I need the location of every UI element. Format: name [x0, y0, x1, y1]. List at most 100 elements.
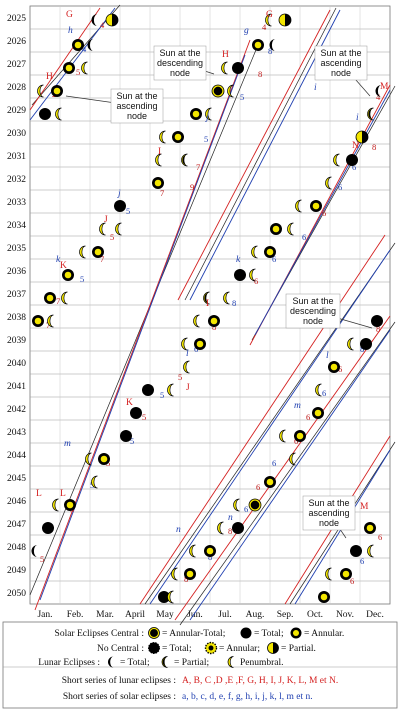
- event-number: 5: [110, 232, 114, 242]
- solar-series-letter: h: [68, 26, 73, 36]
- annular-eclipse-symbol-ring: [66, 501, 74, 509]
- legend: Solar Eclipses Central : = Annular-Total;…: [38, 627, 344, 702]
- annular-eclipse-symbol-ring: [254, 41, 262, 49]
- lunar-total-symbol: [269, 39, 276, 51]
- month-label: May: [156, 610, 174, 620]
- lunar-penumbral-symbol: [289, 452, 296, 466]
- event-number: 5: [130, 436, 134, 446]
- annular-eclipse-symbol-ring: [74, 41, 82, 49]
- lunar-penumbral-symbol: [55, 107, 62, 121]
- year-labels: 2025 2026 2027 2028 2029 2030 2031 2032 2033 2034…: [7, 14, 26, 599]
- solar-series-letter: m: [294, 401, 301, 411]
- lunar-series-letter: I: [206, 299, 209, 309]
- solar-series-letter: n: [176, 525, 181, 535]
- callout-text: Sun at the: [116, 91, 157, 101]
- legend-text: No Central :: [97, 644, 144, 654]
- solar-series-letter: l: [326, 351, 329, 361]
- lunar-total-symbol: [31, 545, 38, 557]
- lunar-series-letter: K: [60, 261, 67, 271]
- annular-eclipse-symbol-ring: [94, 248, 102, 256]
- lunar-penumbral-symbol: [159, 130, 166, 144]
- lunar-penumbral-symbol: [251, 245, 258, 259]
- month-label: Feb.: [67, 610, 84, 620]
- event-number: 6: [352, 162, 356, 172]
- month-label: Jun.: [187, 610, 203, 620]
- lunar-penumbral-symbol: [167, 383, 174, 397]
- legend-text: a, b, c, d, e, f, g, h, i, j, k, l, m et…: [182, 691, 313, 702]
- annular-eclipse-symbol-ring: [312, 202, 320, 210]
- callout-text: descending: [157, 58, 203, 68]
- lunar-series-line: [139, 234, 386, 605]
- event-number: 4: [376, 92, 381, 102]
- lunar-partial-symbol-shade: [182, 155, 185, 165]
- event-number: 8: [228, 526, 232, 536]
- total-eclipse-symbol: [232, 62, 244, 74]
- year-label: 2029: [7, 106, 26, 116]
- lunar-series-letter: L: [60, 489, 66, 499]
- lunar-partial-symbol: [367, 107, 374, 121]
- legend-text: = Total;: [162, 644, 192, 654]
- event-number: 5: [80, 274, 84, 284]
- event-number: 6: [244, 504, 248, 514]
- month-label: Oct.: [307, 610, 323, 620]
- annular-total-eclipse-symbol-core: [250, 500, 260, 510]
- annular-eclipse-symbol-ring: [46, 294, 54, 302]
- annular-eclipse-symbol-ring: [154, 179, 162, 187]
- callout-box: [153, 45, 207, 81]
- lunar-penumbral-symbol: [167, 590, 174, 604]
- series-labels: G H G H I J K L M N I J K L Mh g i j k l m n i j k l m n: [36, 10, 389, 535]
- legend-text: Short series of lunar eclipses :: [62, 675, 176, 686]
- annular-eclipse-symbol-ring: [186, 570, 194, 578]
- event-number: 8: [212, 322, 216, 332]
- lunar-penumbral-symbol: [295, 199, 302, 213]
- lunar-partial-symbol: [181, 153, 188, 167]
- partial-eclipse-symbol-half: [362, 131, 368, 143]
- event-number: 8: [184, 574, 188, 584]
- lunar-series-letter: L: [36, 489, 42, 499]
- event-number: 6: [322, 388, 326, 398]
- month-label: Mar.: [96, 610, 114, 620]
- event-number: 4: [262, 22, 267, 32]
- callout-text: node: [303, 316, 323, 326]
- lunar-penumbral-symbol: [221, 61, 228, 75]
- annular-eclipse-symbol-ring: [34, 317, 42, 325]
- node-line: [179, 321, 396, 626]
- callout-text: node: [331, 68, 351, 78]
- solar-series-letter: n: [228, 513, 233, 523]
- year-label: 2026: [7, 37, 26, 47]
- event-number: 4: [82, 44, 87, 54]
- noncentral-total-symbol: [148, 642, 160, 654]
- lunar-penumbral-symbol: [91, 475, 98, 489]
- lunar-penumbral-symbol: [81, 61, 88, 75]
- lunar-penumbral-symbol: [181, 337, 188, 351]
- lunar-series-line: [34, 39, 251, 611]
- annular-eclipse-symbol-ring: [65, 64, 73, 72]
- solar-series-letter: g: [244, 26, 249, 36]
- lunar-series-letter: K: [126, 398, 133, 408]
- year-label: 2036: [7, 267, 26, 277]
- annular-eclipse-symbol-ring: [196, 340, 204, 348]
- year-label: 2047: [7, 520, 26, 530]
- partial-eclipse-symbol-half: [285, 14, 291, 26]
- lunar-penumbral-symbol: [223, 291, 230, 305]
- callout-text: ascending: [320, 58, 361, 68]
- solar-series-letter: j: [116, 189, 121, 199]
- event-number: 6: [338, 182, 342, 192]
- lunar-penumbral-symbol: [79, 245, 86, 259]
- solar-series-letter: k: [56, 255, 61, 265]
- lunar-series-letter: M: [360, 502, 369, 512]
- year-label: 2045: [7, 474, 26, 484]
- solar-series-letter: l: [186, 349, 189, 359]
- total-eclipse-symbol: [360, 338, 372, 350]
- lunar-penumbral-symbol: [61, 291, 68, 305]
- event-number: 7: [56, 296, 60, 306]
- legend-text: Lunar Eclipses :: [38, 658, 100, 668]
- lunar-penumbral-symbol: [205, 107, 212, 121]
- year-label: 2028: [7, 83, 26, 93]
- total-eclipse-symbol: [371, 315, 383, 327]
- legend-text: = Partial;: [174, 658, 209, 668]
- year-label: 2040: [7, 359, 26, 369]
- event-number: 5: [178, 372, 182, 382]
- lunar-penumbral-symbol: [249, 268, 256, 282]
- partial-eclipse-symbol-half: [112, 14, 118, 26]
